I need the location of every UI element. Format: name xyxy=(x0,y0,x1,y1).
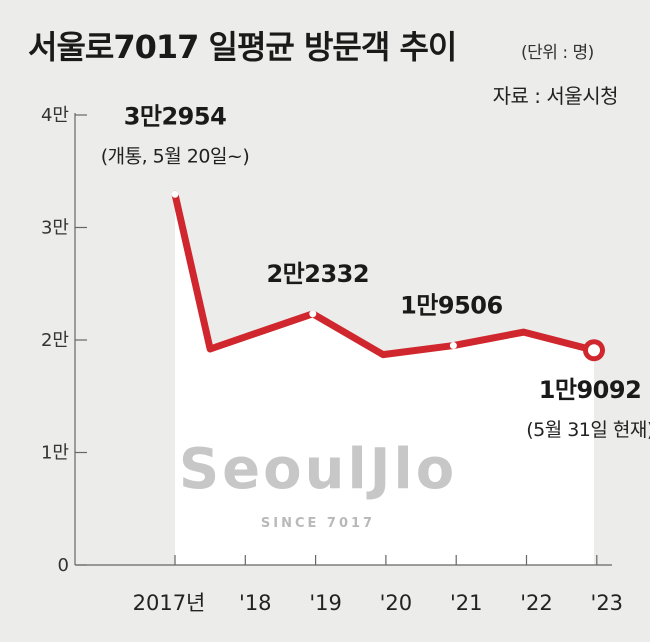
x-tick-label: '23 xyxy=(591,591,624,615)
data-label: 2만2332 xyxy=(266,260,369,288)
y-tick-label: 1만 xyxy=(41,443,69,464)
x-tick-label: '21 xyxy=(450,591,483,615)
point-marker xyxy=(309,310,317,318)
y-tick-label: 0 xyxy=(58,555,69,576)
x-tick-label: '19 xyxy=(309,591,342,615)
series-line xyxy=(171,190,605,362)
area-fill xyxy=(175,194,594,565)
watermark-tagline: SINCE 7017 xyxy=(261,516,375,531)
data-label: 1만9092 xyxy=(539,376,642,404)
unit-label: (단위 : 명) xyxy=(521,43,594,63)
point-marker xyxy=(449,342,457,350)
watermark: SeoulJlo SINCE 7017 xyxy=(179,437,457,531)
x-tick-label: '22 xyxy=(520,591,553,615)
x-tick-label: 2017년 xyxy=(133,591,206,615)
series-path xyxy=(171,190,598,359)
axes: 0 1만 2만 3만 4만 2017년 '18 '19 '20 '21 '22 '23 xyxy=(41,105,623,615)
chart-title: 서울로7017 일평균 방문객 추이 xyxy=(28,28,457,66)
x-tick-label: '20 xyxy=(380,591,413,615)
area-layer xyxy=(175,194,594,565)
point-marker xyxy=(171,190,179,198)
y-tick-label: 4만 xyxy=(41,105,69,126)
data-label-note: (개통, 5월 20일~) xyxy=(101,145,250,167)
y-tick-label: 2만 xyxy=(41,330,69,351)
data-labels: 3만2954 (개통, 5월 20일~) 2만2332 1만9506 1만9092 (5월… xyxy=(101,102,650,441)
source-label: 자료 : 서울시청 xyxy=(492,84,619,108)
watermark-logo: SeoulJlo xyxy=(179,437,457,502)
y-tick-label: 3만 xyxy=(41,218,69,239)
data-label: 3만2954 xyxy=(124,102,227,130)
endpoint-marker-inner xyxy=(587,344,600,357)
x-tick-label: '18 xyxy=(239,591,272,615)
data-label: 1만9506 xyxy=(400,292,503,320)
data-label-note: (5월 31일 현재) xyxy=(526,419,650,441)
